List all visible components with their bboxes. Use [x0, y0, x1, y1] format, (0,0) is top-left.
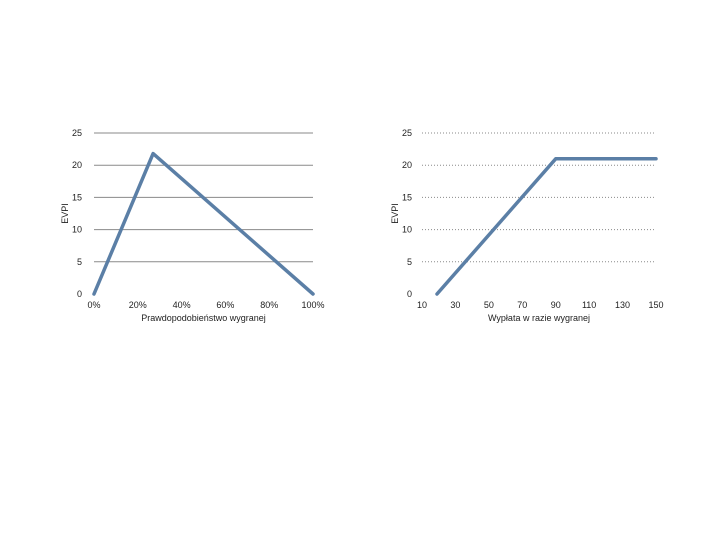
chart-2-y-tick-label: 10 [402, 225, 412, 235]
chart-2-x-tick-label: 30 [450, 300, 460, 310]
chart-1-y-tick-label: 25 [72, 128, 82, 138]
chart-1-x-tick-label: 40% [173, 300, 191, 310]
chart-1-x-tick-label: 80% [260, 300, 278, 310]
chart-1-x-tick-label: 100% [301, 300, 324, 310]
chart-1-x-tick-label: 0% [87, 300, 100, 310]
chart-2-x-axis-title: Wypłata w razie wygranej [488, 313, 590, 323]
chart-2-x-tick-label: 130 [615, 300, 630, 310]
chart-2-y-tick-label: 5 [407, 257, 412, 267]
chart-2-y-tick-label: 15 [402, 192, 412, 202]
chart-1-y-tick-label: 20 [72, 160, 82, 170]
chart-2-x-tick-label: 110 [582, 300, 596, 310]
chart-2-x-tick-label: 150 [648, 300, 663, 310]
chart-2-x-tick-label: 90 [551, 300, 561, 310]
chart-1-y-tick-label: 10 [72, 225, 82, 235]
chart-2-x-tick-label: 50 [484, 300, 494, 310]
chart-2-y-tick-label: 20 [402, 160, 412, 170]
chart-2-y-tick-label: 25 [402, 128, 412, 138]
chart-1-y-tick-label: 5 [77, 257, 82, 267]
chart-2-y-axis-title: EVPI [390, 203, 400, 224]
chart-1-y-tick-label: 0 [77, 289, 82, 299]
chart-2-y-tick-label: 0 [407, 289, 412, 299]
chart-2-x-tick-label: 70 [517, 300, 527, 310]
chart-1-y-axis-title: EVPI [60, 203, 70, 224]
chart-1-y-tick-label: 15 [72, 192, 82, 202]
chart-1-x-tick-label: 60% [216, 300, 234, 310]
chart-1-x-tick-label: 20% [129, 300, 147, 310]
chart-1-series-line [92, 151, 315, 296]
chart-1-x-axis-title: Prawdopodobieństwo wygranej [141, 313, 266, 323]
chart-2-x-tick-label: 10 [417, 300, 427, 310]
chart-2-series-line [435, 157, 658, 296]
